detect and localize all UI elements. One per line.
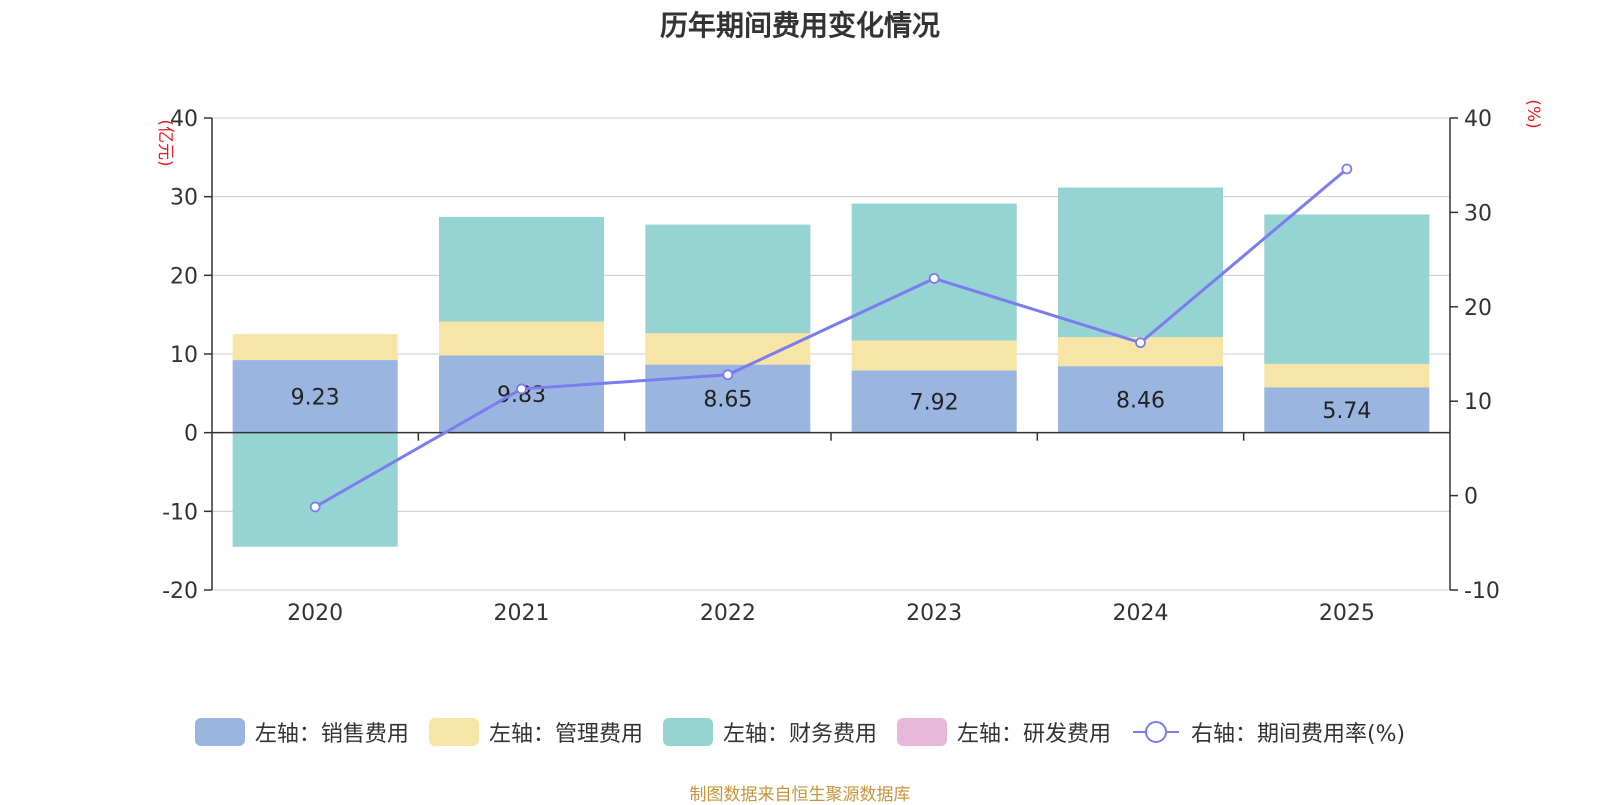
data-label-sales-2025: 5.74 — [1322, 399, 1371, 424]
right-tick-label-0: -10 — [1464, 579, 1500, 604]
legend: 左轴：销售费用 左轴：管理费用 左轴：财务费用 左轴：研发费用 右轴：期间费用率… — [0, 716, 1600, 748]
left-axis-unit-label: (亿元) — [155, 119, 175, 166]
expense-ratio-point-2022 — [722, 369, 734, 381]
right-tick-label-1: 0 — [1464, 485, 1478, 510]
expense-ratio-point-2020 — [309, 501, 321, 513]
legend-label-admin: 左轴：管理费用 — [488, 722, 643, 747]
data-label-sales-2023: 7.92 — [910, 391, 959, 416]
bar-0-2024 — [1057, 366, 1224, 433]
left-tick-label-3: 10 — [170, 343, 198, 368]
right-tick-label-2: 10 — [1464, 390, 1492, 415]
category-label-2021: 2021 — [494, 601, 550, 626]
left-tick-label-2: 0 — [184, 422, 198, 447]
bar-2-2021 — [438, 216, 605, 322]
bar-2-2020 — [232, 432, 398, 547]
bar-0-2025 — [1264, 387, 1430, 433]
category-label-2020: 2020 — [287, 601, 343, 626]
legend-line-marker-icon — [1132, 721, 1179, 743]
legend-item-finance[interactable]: 左轴：财务费用 — [662, 716, 877, 748]
legend-swatch-admin — [428, 718, 479, 746]
bar-2-2022 — [645, 224, 811, 334]
legend-item-admin[interactable]: 左轴：管理费用 — [428, 716, 643, 748]
data-source-note: 制图数据来自恒生聚源数据库 — [689, 785, 911, 805]
left-tick-label-1: -10 — [162, 500, 198, 525]
bar-0-2020 — [232, 360, 398, 433]
data-label-sales-2024: 8.46 — [1116, 388, 1165, 413]
right-tick-label-4: 30 — [1464, 201, 1492, 226]
legend-swatch-finance — [662, 718, 713, 746]
bar-2-2024 — [1057, 187, 1224, 338]
legend-label-sales: 左轴：销售费用 — [254, 722, 409, 747]
data-label-sales-2020: 9.23 — [291, 385, 340, 410]
right-axis-unit-label: (%) — [1523, 99, 1543, 128]
category-label-2023: 2023 — [906, 601, 962, 626]
bar-1-2021 — [438, 321, 605, 356]
category-label-2025: 2025 — [1319, 601, 1375, 626]
legend-label-expense-ratio: 右轴：期间费用率(%) — [1190, 722, 1406, 747]
left-tick-label-6: 40 — [170, 107, 198, 132]
legend-label-finance: 左轴：财务费用 — [722, 722, 877, 747]
chart-title: 历年期间费用变化情况 — [659, 9, 940, 42]
left-tick-label-0: -20 — [162, 579, 198, 604]
legend-swatch-sales — [194, 718, 245, 746]
bar-2-2023 — [851, 203, 1017, 341]
legend-item-expense-ratio[interactable]: 右轴：期间费用率(%) — [1131, 716, 1405, 748]
left-tick-label-5: 30 — [170, 186, 198, 211]
bar-1-2023 — [851, 340, 1017, 371]
left-tick-label-4: 20 — [170, 264, 198, 289]
right-tick-label-5: 40 — [1464, 107, 1492, 132]
legend-item-rnd[interactable]: 左轴：研发费用 — [896, 716, 1111, 748]
expense-ratio-point-2025 — [1341, 163, 1353, 175]
expense-ratio-point-2024 — [1135, 337, 1146, 349]
expense-ratio-line — [314, 167, 1348, 509]
legend-label-rnd: 左轴：研发费用 — [956, 722, 1111, 747]
legend-item-sales[interactable]: 左轴：销售费用 — [194, 716, 409, 748]
right-tick-label-3: 20 — [1464, 296, 1492, 321]
legend-swatch-rnd — [896, 718, 947, 746]
bar-0-2023 — [851, 370, 1017, 433]
category-label-2022: 2022 — [700, 601, 756, 626]
bar-1-2025 — [1264, 363, 1430, 388]
expense-ratio-point-2023 — [928, 273, 940, 284]
expense-ratio-point-2021 — [516, 383, 527, 395]
data-label-sales-2022: 8.65 — [703, 388, 752, 413]
bar-2-2025 — [1264, 214, 1430, 364]
bar-1-2020 — [232, 334, 398, 361]
category-label-2024: 2024 — [1113, 601, 1169, 626]
